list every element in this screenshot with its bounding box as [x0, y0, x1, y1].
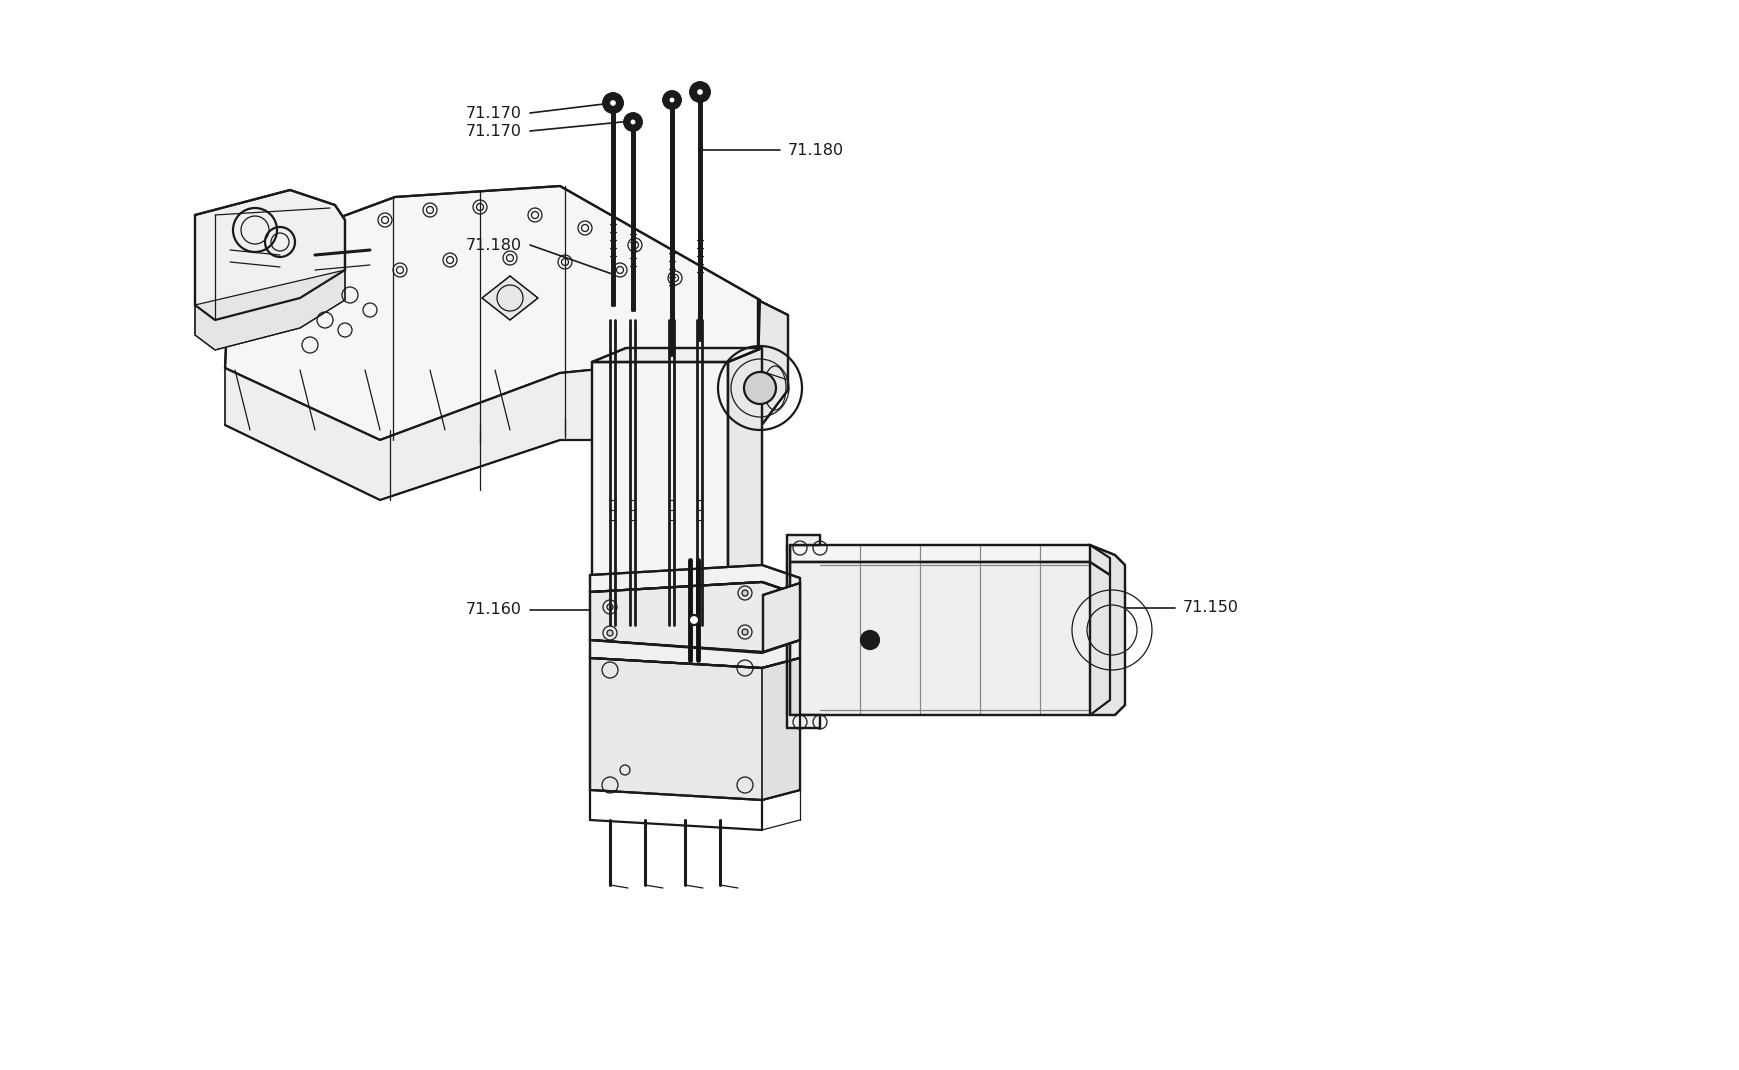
Text: 71.160: 71.160 — [466, 602, 522, 617]
Text: 71.170: 71.170 — [466, 106, 522, 121]
Circle shape — [609, 98, 617, 107]
Polygon shape — [790, 545, 1109, 575]
Circle shape — [696, 88, 704, 96]
Circle shape — [663, 92, 680, 108]
Circle shape — [607, 630, 612, 636]
Circle shape — [624, 113, 642, 131]
Circle shape — [690, 82, 710, 102]
Polygon shape — [590, 565, 800, 595]
Text: 71.150: 71.150 — [1183, 600, 1238, 615]
Circle shape — [668, 96, 675, 104]
Polygon shape — [591, 362, 727, 608]
Circle shape — [663, 92, 680, 108]
Polygon shape — [195, 190, 344, 320]
Polygon shape — [786, 535, 819, 728]
Circle shape — [668, 96, 675, 104]
Polygon shape — [224, 368, 758, 500]
Text: 71.170: 71.170 — [466, 123, 522, 138]
Polygon shape — [1089, 545, 1125, 715]
Polygon shape — [727, 348, 762, 608]
Polygon shape — [590, 640, 800, 668]
Polygon shape — [790, 562, 1109, 715]
Text: 71.180: 71.180 — [788, 142, 843, 157]
Circle shape — [741, 590, 748, 596]
Circle shape — [861, 631, 878, 649]
Polygon shape — [590, 658, 800, 800]
Polygon shape — [591, 348, 762, 362]
Polygon shape — [224, 186, 760, 440]
Circle shape — [744, 372, 776, 404]
Circle shape — [696, 88, 704, 96]
Polygon shape — [758, 300, 788, 430]
Circle shape — [603, 93, 623, 112]
Circle shape — [609, 100, 617, 107]
Circle shape — [689, 615, 699, 625]
Circle shape — [607, 603, 612, 610]
Text: 71.180: 71.180 — [466, 238, 522, 253]
Circle shape — [690, 82, 710, 102]
Polygon shape — [482, 276, 537, 320]
Circle shape — [630, 118, 636, 126]
Circle shape — [630, 119, 636, 125]
Circle shape — [741, 629, 748, 635]
Polygon shape — [590, 582, 800, 653]
Polygon shape — [195, 270, 344, 350]
Polygon shape — [762, 658, 800, 800]
Polygon shape — [763, 583, 800, 652]
Circle shape — [624, 113, 642, 131]
Circle shape — [603, 93, 623, 112]
